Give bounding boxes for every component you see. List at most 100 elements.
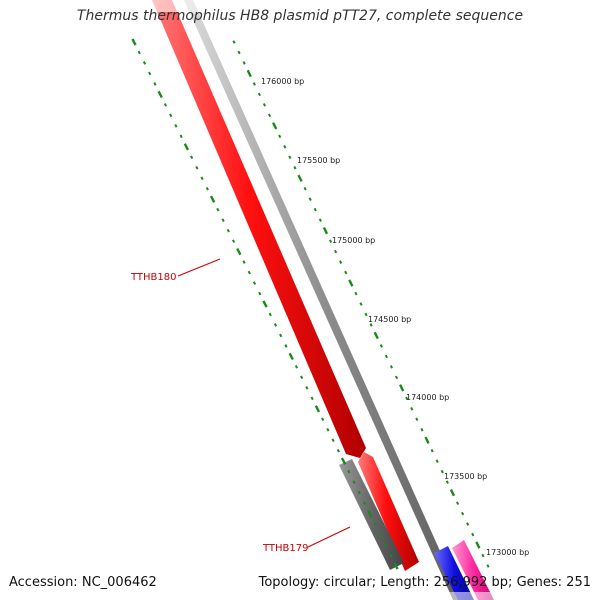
gene-red-lower[interactable] <box>358 452 419 571</box>
topology-info: Topology: circular; Length: 256,992 bp; … <box>258 575 591 590</box>
accession-info: Accession: NC_006462 <box>9 575 157 590</box>
left-scale-minor-tick <box>389 553 393 558</box>
right-scale-minor-tick <box>466 522 470 526</box>
left-scale-minor-tick <box>378 532 382 537</box>
left-scale-minor-tick <box>247 270 251 275</box>
right-scale-minor-tick <box>435 459 439 463</box>
gene-pink-fade <box>444 592 500 600</box>
gene-label-tthb179[interactable]: TTHB179 <box>262 543 309 554</box>
left-scale-minor-tick <box>268 312 272 317</box>
right-scale-minor-tick <box>283 145 287 149</box>
right-scale-minor-tick <box>267 113 272 118</box>
left-scale-minor-tick <box>383 543 388 547</box>
left-scale-minor-tick <box>326 427 330 432</box>
gene-tthb180[interactable] <box>152 0 366 458</box>
left-scale-minor-tick <box>142 61 147 65</box>
tthb179-leader-line <box>307 526 351 548</box>
left-scale-major-tick <box>131 38 137 46</box>
left-scale-minor-tick <box>331 438 335 443</box>
right-scale-minor-tick <box>318 218 322 222</box>
left-scale-minor-tick <box>357 490 361 495</box>
right-scale-major-tick <box>399 384 405 392</box>
topology-value: circular <box>323 575 372 590</box>
right-scale-minor-tick <box>420 427 424 432</box>
gene-pink[interactable] <box>452 540 494 600</box>
right-scale-major-tick <box>297 174 303 182</box>
map-title: Thermus thermophilus HB8 plasmid pTT27, … <box>76 8 524 24</box>
left-scale-minor-tick <box>300 375 304 380</box>
left-scale-minor-tick <box>137 50 141 55</box>
left-scale-minor-tick <box>205 186 209 191</box>
right-scale-minor-tick <box>339 260 343 264</box>
right-scale-minor-tick <box>344 270 348 275</box>
left-scale-minor-tick <box>321 417 325 422</box>
left-scale-minor-tick <box>362 501 367 505</box>
right-scale-minor-tick <box>262 103 267 107</box>
accession-value: NC_006462 <box>81 575 157 590</box>
left-scale-minor-tick <box>226 228 230 233</box>
right-scale-minor-tick <box>486 564 490 568</box>
left-scale-minor-tick <box>347 469 351 474</box>
tick-label: 174000 bp <box>406 393 449 402</box>
right-scale-minor-tick <box>328 239 333 243</box>
left-scale-minor-tick <box>200 176 204 181</box>
left-scale-minor-tick <box>216 207 220 212</box>
genes-value: 251 <box>566 575 591 590</box>
right-scale-minor-tick <box>430 448 434 453</box>
accession-label: Accession: <box>9 575 78 590</box>
left-scale-major-tick <box>393 562 399 570</box>
tick-marks <box>131 38 490 570</box>
right-scale-minor-tick <box>242 61 246 65</box>
right-scale-minor-tick <box>384 354 388 359</box>
right-scale-minor-tick <box>410 407 414 411</box>
left-scale-minor-tick <box>352 480 356 484</box>
tick-label: 173500 bp <box>444 472 487 481</box>
left-scale-minor-tick <box>273 323 278 327</box>
left-scale-minor-tick <box>153 82 157 86</box>
backbone-track <box>184 0 462 600</box>
left-scale-minor-tick <box>336 448 340 453</box>
right-scale-major-tick <box>246 69 252 78</box>
right-scale-minor-tick <box>278 134 282 139</box>
gene-label-tthb180[interactable]: TTHB180 <box>130 272 177 283</box>
right-scale-minor-tick <box>293 165 297 170</box>
right-scale-minor-tick <box>308 197 312 201</box>
right-scale-minor-tick <box>369 323 373 327</box>
left-scale-minor-tick <box>305 386 309 390</box>
right-scale-minor-tick <box>232 40 236 44</box>
right-scale-minor-tick <box>303 186 307 191</box>
right-scale-minor-tick <box>471 532 475 537</box>
left-scale-major-tick <box>314 405 321 413</box>
right-scale-minor-tick <box>389 365 394 369</box>
left-scale-major-tick <box>236 247 242 256</box>
left-scale-minor-tick <box>373 522 377 526</box>
length-value: 256,992 bp <box>433 575 509 590</box>
tick-label: 175000 bp <box>332 236 375 245</box>
right-scale-minor-tick <box>334 249 338 254</box>
left-scale-minor-tick <box>252 281 257 285</box>
right-scale-major-tick <box>322 226 329 235</box>
right-scale-minor-tick <box>354 291 358 296</box>
right-scale-minor-tick <box>481 553 485 558</box>
left-scale-minor-tick <box>294 365 299 369</box>
right-scale-minor-tick <box>359 302 363 306</box>
left-scale-minor-tick <box>179 134 183 139</box>
left-scale-minor-tick <box>221 218 225 222</box>
tick-label: 174500 bp <box>368 315 411 324</box>
right-scale-minor-tick <box>445 480 449 484</box>
left-scale-minor-tick <box>231 239 236 243</box>
right-scale-minor-tick <box>415 417 419 422</box>
right-scale-minor-tick <box>455 501 460 505</box>
topology-label: Topology: <box>258 575 320 590</box>
right-scale-minor-tick <box>257 92 261 97</box>
left-scale-major-tick <box>209 195 216 203</box>
left-scale-minor-tick <box>169 113 173 118</box>
left-scale-minor-tick <box>148 71 152 76</box>
left-scale-major-tick <box>340 457 347 465</box>
genes-label: Genes: <box>516 575 563 590</box>
gene-blue[interactable] <box>434 546 474 600</box>
left-scale-major-tick <box>288 352 294 361</box>
right-scale-minor-tick <box>461 511 465 516</box>
left-scale-minor-tick <box>174 124 178 128</box>
